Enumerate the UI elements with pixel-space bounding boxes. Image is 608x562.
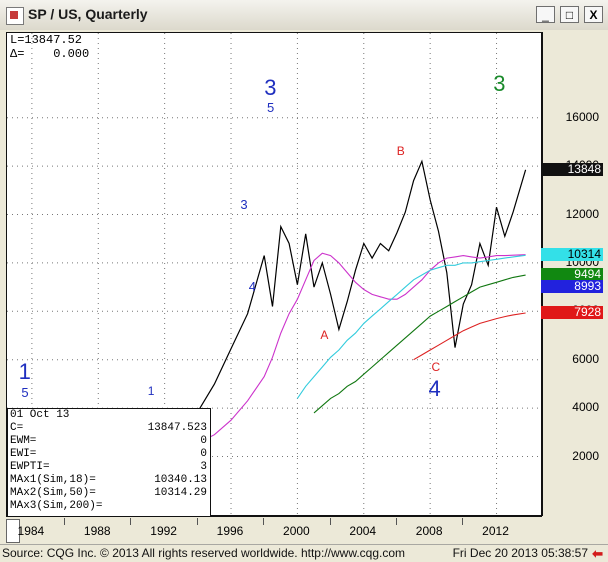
wave-label: 1 (18, 358, 31, 384)
data-value: 13847.523 (147, 422, 207, 434)
x-tick-mark (329, 518, 331, 525)
wave-label: 4 (248, 279, 256, 295)
x-tick-mark (196, 518, 198, 525)
price-tag: 9494 (541, 268, 603, 282)
data-label: MAx3(Sim,200)= (10, 500, 103, 512)
time-axis[interactable]: 1984 1988 1992 1996 2000 2004 2008 2012 (6, 516, 542, 544)
x-tick-mark (64, 518, 66, 525)
data-date-row: 01 Oct 13 (8, 409, 210, 422)
wave-label: C (431, 359, 441, 374)
wave-label: 3 (264, 75, 277, 101)
price-readout: L=13847.52 Δ= 0.000 (10, 33, 89, 61)
data-value: 0 (200, 435, 207, 447)
y-tick-label: 2000 (572, 448, 599, 463)
price-delta: Δ= 0.000 (10, 47, 90, 61)
wave-label: 3 (493, 70, 506, 96)
series-line-ma1 (131, 252, 526, 462)
last-price: L=13847.52 (10, 33, 83, 47)
maximize-button[interactable]: □ (560, 6, 579, 23)
y-tick-label: 12000 (565, 206, 599, 221)
price-chart (7, 33, 543, 517)
copyright-text: Source: CQG Inc. © 2013 All rights reser… (2, 546, 406, 560)
x-tick-mark (263, 518, 265, 525)
price-tag: 13848 (541, 162, 603, 176)
wave-label: 1 (147, 383, 155, 398)
data-row: C= 13847.523 (8, 422, 210, 435)
data-row: MAx3(Sim,200)= (8, 500, 210, 513)
data-row: EWI= 0 (8, 448, 210, 461)
minimize-button[interactable]: _ (536, 6, 555, 23)
close-button[interactable]: X (584, 6, 603, 23)
wave-label: 5 (21, 384, 29, 400)
data-label: MAx1(Sim,18)= (10, 474, 96, 486)
data-value: 10340.13 (154, 474, 207, 486)
series-line-ma2 (296, 254, 526, 399)
data-label: C= (10, 422, 24, 434)
data-value: 3 (200, 461, 207, 473)
data-row: MAx2(Sim,50)= 10314.29 (8, 487, 210, 500)
data-row: EWPTI= 3 (8, 461, 210, 474)
wave-label: 3 (240, 197, 248, 213)
x-tick-label: 1996 (216, 524, 244, 538)
chart-app-icon (6, 7, 24, 25)
x-tick-mark (395, 518, 397, 525)
data-label: MAx2(Sim,50)= (10, 487, 96, 499)
x-tick-label: 2008 (415, 524, 443, 538)
y-tick-label: 16000 (565, 109, 599, 124)
data-value: 0 (200, 448, 207, 460)
data-date: 01 Oct 13 (10, 409, 70, 421)
series-line-ma4 (413, 312, 526, 361)
x-tick-label: 1984 (17, 524, 45, 538)
window-title: SP / US, Quarterly (28, 6, 148, 22)
series-line-ma3 (313, 274, 526, 414)
back-arrow-icon[interactable]: ⬅ (592, 546, 603, 561)
status-bar: Source: CQG Inc. © 2013 All rights reser… (0, 544, 608, 561)
title-bar: SP / US, Quarterly _ □ X (0, 0, 608, 31)
x-tick-mark (130, 518, 132, 525)
x-tick-label: 2012 (482, 524, 509, 538)
data-label: EWI= (10, 448, 37, 460)
price-tag: 10314 (541, 248, 603, 262)
timestamp: Fri Dec 20 2013 05:38:57 (452, 546, 588, 560)
data-row: MAx1(Sim,18)= 10340.13 (8, 474, 210, 487)
x-tick-label: 2004 (349, 524, 377, 538)
x-tick-label: 2000 (283, 524, 310, 538)
price-tag: 8993 (541, 280, 603, 294)
price-tag: 7928 (541, 306, 603, 320)
wave-label: B (396, 144, 405, 159)
y-tick-label: 6000 (572, 351, 599, 366)
x-tick-mark (462, 518, 464, 525)
plot-area[interactable]: L=13847.52 Δ= 0.000 353B34AC41512 01 Oct… (6, 32, 543, 517)
wave-label: 4 (428, 375, 441, 401)
chart-area: L=13847.52 Δ= 0.000 353B34AC41512 01 Oct… (0, 30, 608, 544)
wave-label: A (320, 328, 329, 343)
x-tick-label: 1988 (83, 524, 111, 538)
y-tick-label: 4000 (572, 400, 599, 415)
wave-label: 5 (266, 100, 275, 116)
data-window: 01 Oct 13 C= 13847.523 EWM= 0 EWI= 0 EWPTI= 3 MA… (7, 408, 211, 517)
data-label: EWM= (10, 435, 37, 447)
x-tick-label: 1992 (150, 524, 177, 538)
data-row: EWM= 0 (8, 435, 210, 448)
scroll-handle[interactable] (6, 519, 20, 543)
data-label: EWPTI= (10, 461, 50, 473)
data-value: 10314.29 (154, 487, 207, 499)
